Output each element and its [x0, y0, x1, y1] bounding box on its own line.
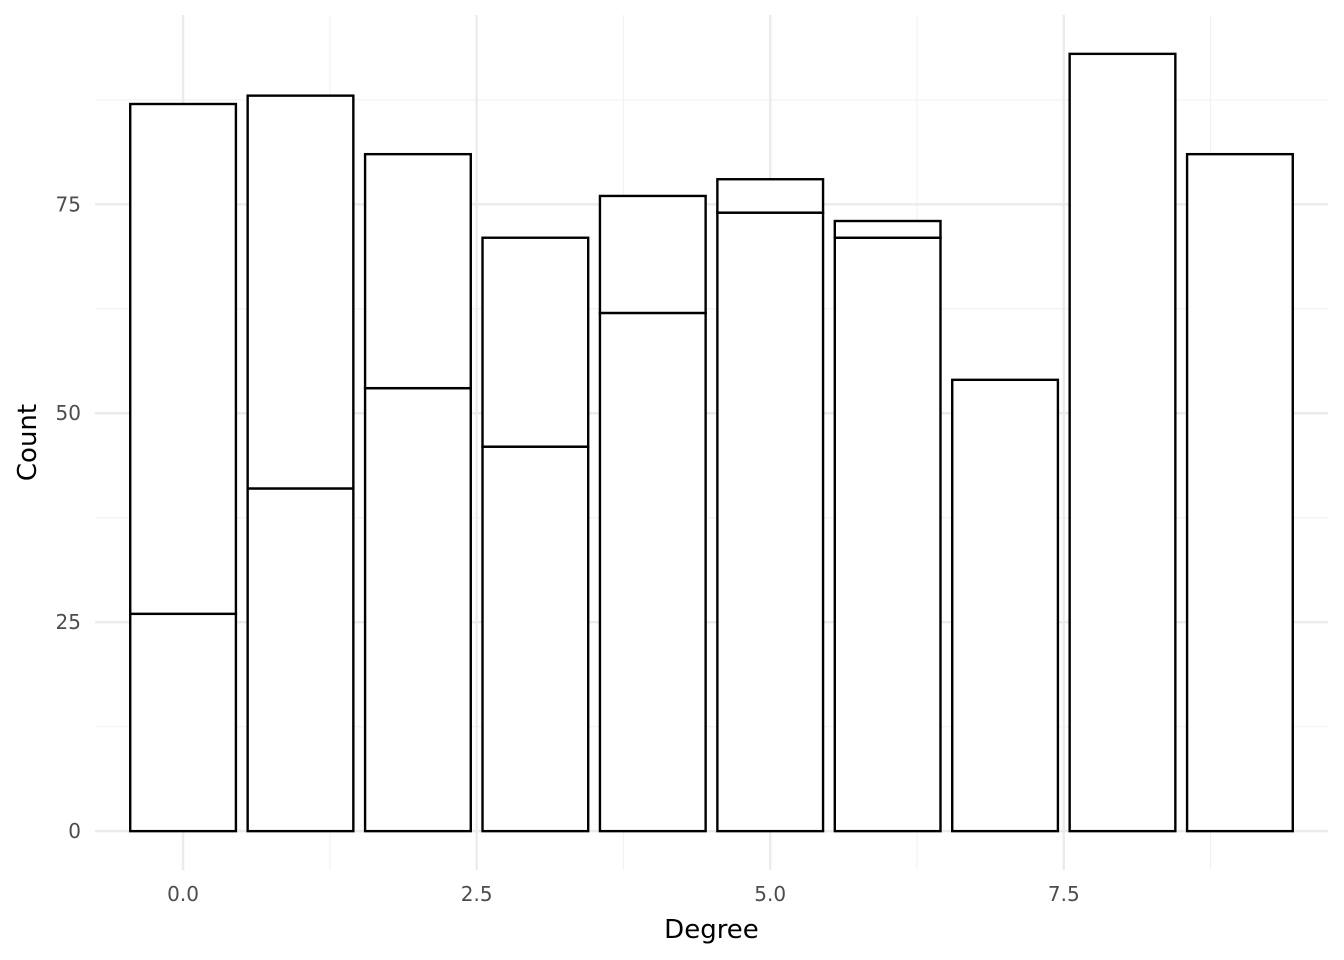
y-tick-label: 50: [56, 401, 81, 425]
bar-segment-3-1: [481, 236, 590, 448]
x-axis-tick-labels: 0.0 2.5 5.0 7.5: [167, 882, 1080, 906]
bar-segment-1-0: [246, 487, 355, 833]
bar-segment-3-0: [481, 445, 590, 833]
bar-segment-6-0: [833, 236, 942, 833]
x-tick-label: 2.5: [461, 882, 493, 906]
bar-segment-0-1: [129, 102, 238, 616]
bar-segment-5-0: [716, 211, 825, 833]
bar-segment-4-0: [598, 311, 707, 833]
x-tick-label: 7.5: [1048, 882, 1080, 906]
y-tick-label: 25: [56, 610, 81, 634]
bar-segment-0-0: [129, 612, 238, 833]
y-tick-label: 75: [56, 192, 81, 216]
bar-segment-6-1: [833, 219, 942, 239]
x-tick-label: 0.0: [167, 882, 199, 906]
bar-segment-9-0: [1185, 152, 1294, 833]
x-tick-label: 5.0: [754, 882, 786, 906]
bar-segment-7-0: [951, 378, 1060, 833]
y-tick-label: 0: [68, 819, 81, 843]
bar-segment-5-1: [716, 178, 825, 214]
bars-layer: [129, 52, 1294, 833]
bar-segment-2-0: [363, 386, 472, 833]
y-axis-tick-labels: 0 25 50 75: [56, 192, 81, 843]
x-axis-title: Degree: [664, 915, 759, 945]
bar-segment-8-0: [1068, 52, 1177, 833]
bar-segment-1-1: [246, 94, 355, 490]
bar-segment-2-1: [363, 152, 472, 390]
bar-segment-4-1: [598, 194, 707, 315]
y-axis-title: Count: [13, 404, 43, 481]
